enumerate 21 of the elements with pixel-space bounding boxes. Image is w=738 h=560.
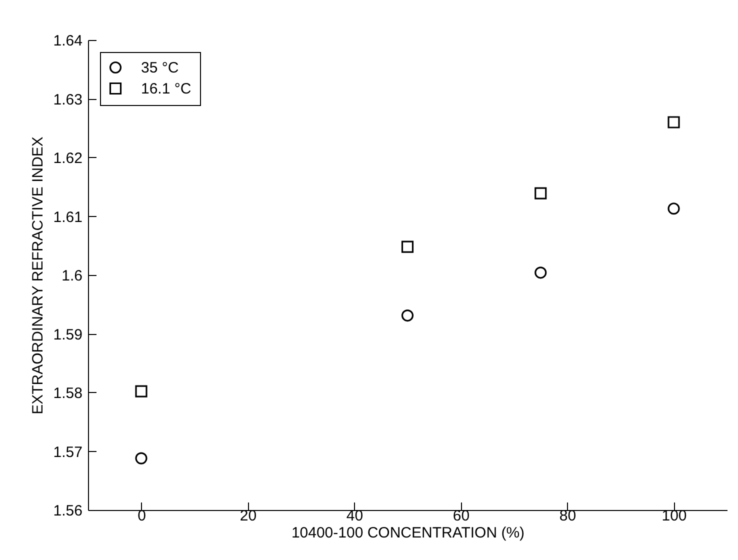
point (135, 385, 148, 398)
y-tick-label: 1.6 (62, 268, 82, 284)
point (668, 116, 680, 128)
point (534, 187, 547, 200)
y-tick-label: 1.61 (53, 208, 82, 226)
y-tick-label: 1.64 (53, 32, 82, 50)
y-axis-title: EXTRAORDINARY REFRACTIVE INDEX (29, 136, 46, 414)
point (534, 266, 547, 279)
legend-label: 35 °C (141, 60, 179, 76)
y-tick-label: 1.57 (53, 444, 82, 461)
point (401, 240, 414, 253)
point (401, 310, 414, 322)
point (135, 452, 148, 464)
y-tick-label: 1.59 (53, 326, 82, 344)
y-tick-label: 1.62 (53, 150, 82, 167)
point (668, 202, 680, 215)
legend-label: 16.1 °C (141, 80, 192, 98)
x-axis-title: 10400-100 CONCENTRATION (%) (291, 524, 525, 542)
y-tick-label: 1.56 (53, 502, 82, 520)
y-tick-label: 1.58 (53, 385, 82, 402)
y-tick-label: 1.63 (53, 91, 82, 108)
